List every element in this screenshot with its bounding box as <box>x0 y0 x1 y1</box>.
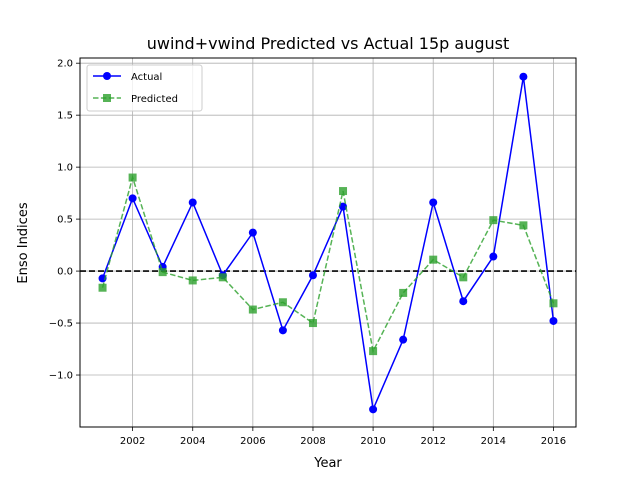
x-tick-label: 2008 <box>300 436 325 447</box>
data-point-actual <box>429 198 438 207</box>
x-axis: 2002 2004 2006 2008 2010 2012 2014 2016 <box>120 427 566 447</box>
data-point-actual <box>248 228 257 237</box>
legend-label-actual: Actual <box>131 72 162 83</box>
x-tick-label: 2006 <box>240 436 265 447</box>
x-tick-label: 2016 <box>541 436 566 447</box>
plot-frame <box>79 57 577 428</box>
data-point-actual <box>339 202 348 211</box>
data-point-actual <box>98 274 107 283</box>
data-point-predicted <box>399 288 408 297</box>
data-point-predicted <box>519 221 528 230</box>
data-point-predicted <box>248 305 257 314</box>
data-point-predicted <box>128 173 137 182</box>
data-point-predicted <box>308 319 317 328</box>
data-point-actual <box>459 297 468 306</box>
legend-marker-actual <box>103 72 111 80</box>
data-point-actual <box>519 72 528 81</box>
data-point-actual <box>369 405 378 414</box>
x-tick-label: 2012 <box>420 436 445 447</box>
data-point-predicted <box>489 216 498 225</box>
y-tick-label: −1.0 <box>49 371 73 382</box>
data-point-predicted <box>339 187 348 196</box>
y-axis-label: Enso Indices <box>16 202 31 283</box>
legend: Actual Predicted <box>86 64 203 112</box>
data-point-actual <box>188 198 197 207</box>
y-tick-label: 1.0 <box>57 163 73 174</box>
data-point-predicted <box>278 298 287 307</box>
series-line-actual <box>101 76 555 413</box>
series-layer <box>98 72 558 414</box>
data-point-predicted <box>188 276 197 285</box>
x-axis-label: Year <box>313 456 342 471</box>
x-tick-label: 2004 <box>180 436 205 447</box>
data-point-actual <box>549 316 558 325</box>
series-line-predicted <box>101 174 555 354</box>
x-tick-label: 2014 <box>481 436 506 447</box>
data-point-predicted <box>218 273 227 282</box>
x-tick-label: 2002 <box>120 436 145 447</box>
y-axis: −1.0 −0.5 0.0 0.5 1.0 1.5 2.0 <box>49 59 80 382</box>
series-actual <box>98 72 558 414</box>
data-point-predicted <box>549 299 558 308</box>
data-point-actual <box>308 271 317 280</box>
data-point-predicted <box>158 268 167 277</box>
data-point-actual <box>128 194 137 203</box>
legend-marker-predicted <box>103 94 111 102</box>
chart-title: uwind+vwind Predicted vs Actual 15p augu… <box>147 34 510 53</box>
y-tick-label: 0.0 <box>57 267 73 278</box>
y-tick-label: 2.0 <box>57 59 73 70</box>
data-point-predicted <box>459 273 468 282</box>
data-point-actual <box>399 335 408 344</box>
y-tick-label: −0.5 <box>49 319 73 330</box>
series-predicted <box>98 173 558 356</box>
data-point-actual <box>489 252 498 261</box>
data-point-predicted <box>98 283 107 292</box>
y-tick-label: 0.5 <box>57 215 73 226</box>
data-point-predicted <box>369 347 378 356</box>
data-point-predicted <box>429 255 438 264</box>
legend-label-predicted: Predicted <box>131 94 178 105</box>
y-tick-label: 1.5 <box>57 111 73 122</box>
data-point-actual <box>278 326 287 335</box>
x-tick-label: 2010 <box>360 436 385 447</box>
